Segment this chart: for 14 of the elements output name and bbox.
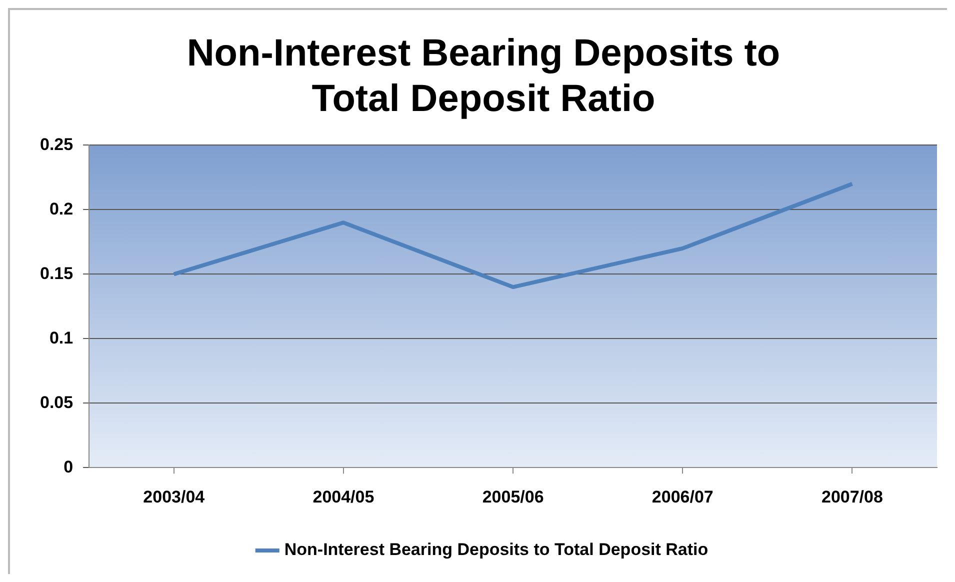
y-tick-label: 0.1 — [49, 328, 74, 348]
text: Total Deposit Ratio — [312, 78, 656, 120]
y-tick-label: 0 — [64, 457, 74, 476]
x-tick-label: 2006/07 — [652, 487, 714, 506]
x-tick-label: 2007/08 — [821, 487, 883, 506]
y-tick-label: 0.15 — [40, 264, 74, 283]
x-tick-label: 2004/05 — [312, 487, 374, 506]
y-tick-label: 0.25 — [40, 134, 74, 154]
x-tick-label: 2005/06 — [482, 487, 544, 506]
text: Non-Interest Bearing Deposits to — [186, 32, 780, 74]
legend-label: Non-Interest Bearing Deposits to Total Deposit Ratio — [284, 540, 708, 560]
y-tick-label: 0.2 — [49, 199, 74, 218]
y-tick-label: 0.05 — [40, 392, 74, 412]
x-tick-label: 2003/04 — [143, 487, 206, 506]
